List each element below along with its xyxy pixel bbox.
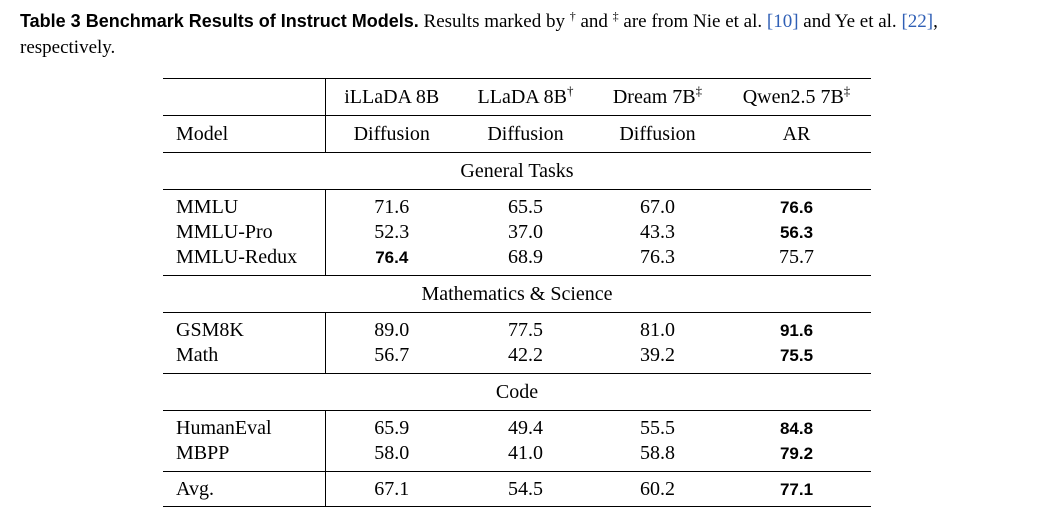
score-cell: 42.2 [508,344,543,366]
score-cell: 41.0 [508,442,543,464]
score-cell: 89.0 [325,312,458,343]
score-cell: 39.2 [640,344,675,366]
best-score-cell: 56.3 [779,223,814,242]
table-row: HumanEval 65.9 49.4 55.5 84.8 [163,410,871,441]
dagger-mark: † [569,9,576,23]
double-dagger-mark: ‡ [612,9,619,23]
section-title: Mathematics & Science [163,275,871,313]
best-score-cell: 79.2 [779,444,814,463]
model-header: iLLaDA 8B [325,78,458,116]
caption-label: Table 3 Benchmark Results of Instruct Mo… [20,11,419,31]
model-header: Dream 7B‡ [593,78,722,116]
benchmark-name: HumanEval [163,410,326,441]
score-cell: 65.5 [458,189,593,220]
score-cell: 54.5 [458,471,593,507]
benchmark-name: Math [163,343,326,374]
score-cell: 76.3 [640,246,675,268]
caption-text: and [575,11,613,32]
score-cell: 77.5 [458,312,593,343]
score-cell: 81.0 [593,312,722,343]
table-row: MMLU-Redux 76.4 68.9 76.3 75.7 [163,245,871,276]
section-row: Mathematics & Science [163,275,871,313]
benchmark-name: MMLU [163,189,326,220]
best-score-cell: 75.5 [779,346,814,365]
table-row: GSM8K 89.0 77.5 81.0 91.6 [163,312,871,343]
score-cell: 58.0 [374,442,410,464]
score-cell: 56.7 [374,344,410,366]
citation-link[interactable]: [10] [766,11,799,32]
section-title: General Tasks [163,152,871,190]
score-cell: 43.3 [640,221,675,243]
benchmark-name: MMLU-Pro [163,220,326,245]
caption-text: are from Nie et al. [618,11,767,32]
model-type: Diffusion [458,115,593,153]
citation-link[interactable]: [22] [901,11,934,32]
caption-text: Results marked by [418,11,570,32]
model-type: Diffusion [325,115,458,153]
table-caption: Table 3 Benchmark Results of Instruct Mo… [20,8,1035,61]
table-row: MMLU 71.6 65.5 67.0 76.6 [163,189,871,220]
average-label: Avg. [163,471,326,507]
section-row: Code [163,373,871,411]
section-row: General Tasks [163,152,871,190]
caption-text: , respectively. [20,11,938,58]
score-cell: 68.9 [508,246,543,268]
table-row: Math 56.7 42.2 39.2 75.5 [163,343,871,374]
score-cell: 58.8 [640,442,675,464]
best-score-cell: 76.4 [375,248,409,267]
score-cell: 55.5 [593,410,722,441]
score-cell: 67.0 [593,189,722,220]
model-label: Model [163,115,326,153]
type-row: Model Diffusion Diffusion Diffusion AR [163,115,871,153]
model-header: LLaDA 8B† [458,78,593,116]
best-score-cell: 77.1 [722,471,871,507]
model-type: Diffusion [593,115,722,153]
score-cell: 65.9 [325,410,458,441]
average-row: Avg. 67.1 54.5 60.2 77.1 [163,471,871,507]
best-score-cell: 76.6 [722,189,871,220]
model-type: AR [722,115,871,153]
header-row: iLLaDA 8B LLaDA 8B† Dream 7B‡ Qwen2.5 7B… [163,78,871,116]
score-cell: 49.4 [458,410,593,441]
table-row: MMLU-Pro 52.3 37.0 43.3 56.3 [163,220,871,245]
score-cell: 67.1 [325,471,458,507]
header-corner-cell [163,78,326,116]
benchmark-name: MBPP [163,441,326,472]
benchmark-table: iLLaDA 8B LLaDA 8B† Dream 7B‡ Qwen2.5 7B… [163,78,871,507]
table-row: MBPP 58.0 41.0 58.8 79.2 [163,441,871,472]
score-cell: 52.3 [374,221,410,243]
benchmark-name: GSM8K [163,312,326,343]
score-cell: 71.6 [325,189,458,220]
best-score-cell: 91.6 [722,312,871,343]
benchmark-name: MMLU-Redux [163,245,326,276]
model-header: Qwen2.5 7B‡ [722,78,871,116]
best-score-cell: 84.8 [722,410,871,441]
score-cell: 37.0 [508,221,543,243]
section-title: Code [163,373,871,411]
score-cell: 75.7 [779,246,814,268]
score-cell: 60.2 [593,471,722,507]
caption-text: and Ye et al. [798,11,902,32]
